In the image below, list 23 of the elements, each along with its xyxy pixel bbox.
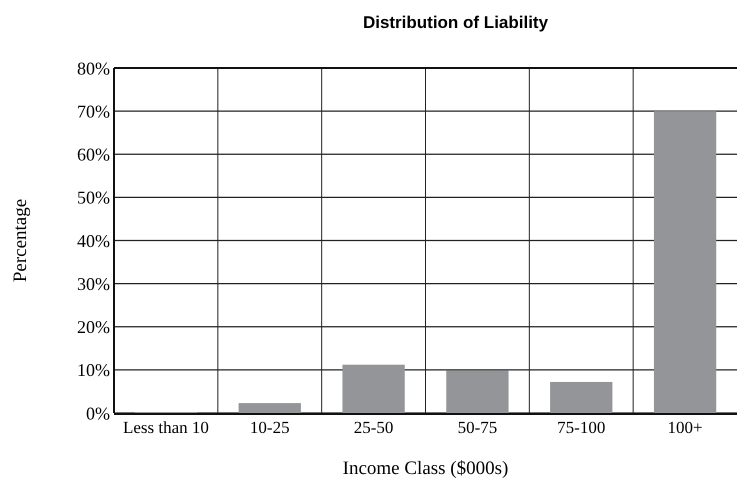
y-tick-label: 70% xyxy=(77,101,110,122)
x-tick-label: 25-50 xyxy=(354,418,394,437)
y-tick-label: 0% xyxy=(86,403,110,424)
y-tick-label: 50% xyxy=(77,188,110,208)
x-tick-label: 100+ xyxy=(668,418,703,437)
y-tick-label: 20% xyxy=(77,317,110,338)
x-tick-label: 10-25 xyxy=(250,418,290,437)
y-tick-label: 60% xyxy=(77,144,110,165)
x-tick-label: 75-100 xyxy=(557,418,606,437)
bar xyxy=(342,364,405,413)
y-tick-label: 40% xyxy=(77,230,110,251)
y-tick-label: 30% xyxy=(77,274,110,294)
y-axis-title: Percentage xyxy=(10,198,31,282)
bar xyxy=(654,111,716,413)
x-tick-label: Less than 10 xyxy=(122,418,209,437)
chart-title: Distribution of Liability xyxy=(362,13,549,32)
bar xyxy=(550,382,612,413)
x-tick-label: 50-75 xyxy=(458,418,498,437)
bar xyxy=(238,403,301,413)
y-tick-label: 80% xyxy=(77,58,110,78)
bar xyxy=(446,370,509,413)
y-tick-label: 10% xyxy=(77,360,110,380)
x-axis-title: Income Class ($000s) xyxy=(342,458,508,479)
